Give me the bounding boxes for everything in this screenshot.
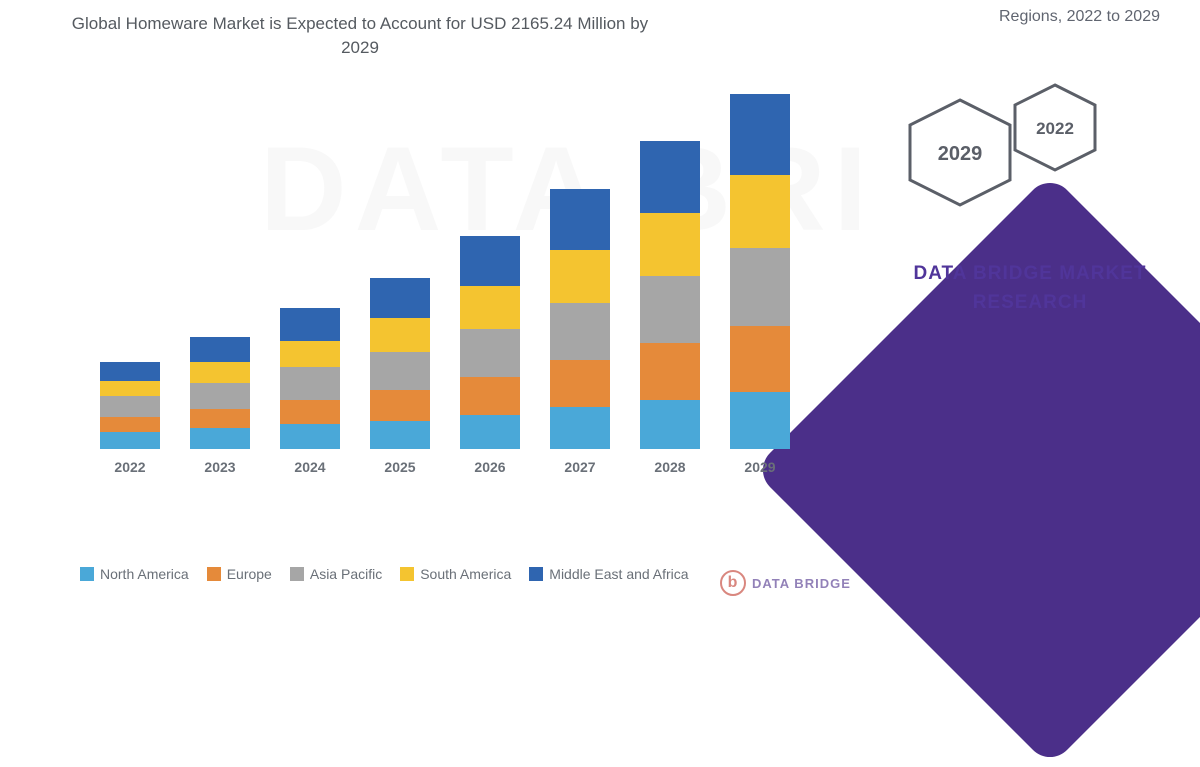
x-axis-label: 2024 xyxy=(280,459,340,475)
segment-south-america xyxy=(460,286,520,330)
segment-europe xyxy=(550,360,610,408)
segment-north-america xyxy=(100,432,160,449)
chart-area: 2022 2023 2024 2025 2026 2027 2028 2029 xyxy=(60,70,840,490)
hex-small-label: 2022 xyxy=(1036,119,1074,138)
segment-asia-pacific xyxy=(730,248,790,326)
segment-north-america xyxy=(730,392,790,449)
bar-2023: 2023 xyxy=(190,337,250,449)
segment-asia-pacific xyxy=(640,276,700,343)
legend-swatch xyxy=(400,567,414,581)
subtitle-regions: Regions, 2022 to 2029 xyxy=(999,8,1160,26)
bar-2026: 2026 xyxy=(460,236,520,449)
segment-asia-pacific xyxy=(190,383,250,410)
segment-europe xyxy=(460,377,520,415)
segment-north-america xyxy=(640,400,700,449)
segment-middle-east-and-africa xyxy=(460,236,520,285)
plot-region: 2022 2023 2024 2025 2026 2027 2028 2029 xyxy=(100,70,820,450)
hex-big-label: 2029 xyxy=(938,143,983,165)
hexagon-badges: 2029 2022 xyxy=(890,80,1150,240)
legend: North America Europe Asia Pacific South Ame… xyxy=(80,566,689,582)
x-axis-label: 2029 xyxy=(730,459,790,475)
segment-south-america xyxy=(190,362,250,383)
legend-item-south-america: South America xyxy=(400,566,511,582)
legend-label: North America xyxy=(100,566,189,582)
legend-item-north-america: North America xyxy=(80,566,189,582)
segment-asia-pacific xyxy=(460,329,520,377)
segment-asia-pacific xyxy=(550,303,610,360)
segment-europe xyxy=(280,400,340,425)
brand-name: DATA BRIDGE MARKET RESEARCH xyxy=(890,260,1170,317)
bar-2029: 2029 xyxy=(730,94,790,449)
legend-label: Europe xyxy=(227,566,272,582)
hexagon-large: 2029 xyxy=(910,100,1010,205)
segment-europe xyxy=(190,409,250,428)
segment-south-america xyxy=(640,213,700,276)
legend-label: South America xyxy=(420,566,511,582)
legend-item-europe: Europe xyxy=(207,566,272,582)
segment-middle-east-and-africa xyxy=(550,189,610,250)
legend-label: Asia Pacific xyxy=(310,566,382,582)
bar-2024: 2024 xyxy=(280,308,340,449)
hexagon-small: 2022 xyxy=(1015,85,1095,170)
logo-b-icon: b xyxy=(720,570,746,596)
legend-swatch xyxy=(290,567,304,581)
bottom-logo-text: DATA BRIDGE xyxy=(752,576,851,591)
x-axis-label: 2023 xyxy=(190,459,250,475)
segment-europe xyxy=(100,417,160,432)
segment-middle-east-and-africa xyxy=(730,94,790,176)
x-axis-label: 2027 xyxy=(550,459,610,475)
segment-middle-east-and-africa xyxy=(190,337,250,362)
segment-north-america xyxy=(190,428,250,449)
segment-middle-east-and-africa xyxy=(640,141,700,213)
legend-item-asia-pacific: Asia Pacific xyxy=(290,566,382,582)
segment-south-america xyxy=(100,381,160,396)
segment-middle-east-and-africa xyxy=(280,308,340,340)
x-axis-label: 2025 xyxy=(370,459,430,475)
segment-asia-pacific xyxy=(280,367,340,399)
segment-middle-east-and-africa xyxy=(100,362,160,381)
segment-middle-east-and-africa xyxy=(370,278,430,318)
legend-item-middle-east-and-africa: Middle East and Africa xyxy=(529,566,688,582)
x-axis-label: 2022 xyxy=(100,459,160,475)
bar-2025: 2025 xyxy=(370,278,430,449)
legend-swatch xyxy=(80,567,94,581)
segment-north-america xyxy=(460,415,520,449)
legend-label: Middle East and Africa xyxy=(549,566,688,582)
segment-europe xyxy=(370,390,430,420)
segment-europe xyxy=(640,343,700,400)
chart-title: Global Homeware Market is Expected to Ac… xyxy=(60,12,660,60)
x-axis-label: 2026 xyxy=(460,459,520,475)
bottom-logo: b DATA BRIDGE xyxy=(720,570,851,596)
segment-north-america xyxy=(370,421,430,450)
bar-2022: 2022 xyxy=(100,362,160,449)
segment-south-america xyxy=(370,318,430,352)
bar-2028: 2028 xyxy=(640,141,700,449)
segment-europe xyxy=(730,326,790,393)
segment-south-america xyxy=(280,341,340,368)
segment-south-america xyxy=(730,175,790,247)
segment-south-america xyxy=(550,250,610,303)
segment-north-america xyxy=(550,407,610,449)
x-axis-label: 2028 xyxy=(640,459,700,475)
legend-swatch xyxy=(207,567,221,581)
segment-asia-pacific xyxy=(100,396,160,417)
bar-2027: 2027 xyxy=(550,189,610,449)
legend-swatch xyxy=(529,567,543,581)
segment-asia-pacific xyxy=(370,352,430,390)
segment-north-america xyxy=(280,424,340,449)
